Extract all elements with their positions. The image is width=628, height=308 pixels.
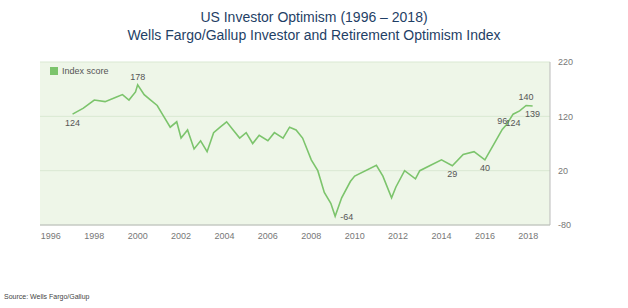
svg-text:220: 220 (558, 57, 573, 67)
svg-text:2010: 2010 (345, 231, 365, 241)
svg-text:2002: 2002 (171, 231, 191, 241)
svg-text:2014: 2014 (431, 231, 451, 241)
svg-text:2018: 2018 (518, 231, 538, 241)
svg-text:2012: 2012 (388, 231, 408, 241)
svg-text:40: 40 (480, 163, 490, 173)
html-text:Wells Fargo/Gallup Investor an: Wells Fargo/Gallup Investor and Retireme… (127, 27, 501, 43)
svg-text:-64: -64 (340, 212, 353, 222)
html-text:Index score: Index score (62, 66, 109, 76)
html-text:US Investor Optimism (1996 – 2: US Investor Optimism (1996 – 2018) (200, 9, 428, 25)
svg-text:2004: 2004 (214, 231, 234, 241)
svg-text:140: 140 (519, 92, 534, 102)
svg-text:29: 29 (447, 169, 457, 179)
svg-text:2016: 2016 (475, 231, 495, 241)
svg-text:124: 124 (65, 118, 80, 128)
svg-text:2000: 2000 (128, 231, 148, 241)
svg-text:1998: 1998 (84, 231, 104, 241)
svg-text:178: 178 (130, 72, 145, 82)
html-text:Source: Wells Fargo/Gallup: Source: Wells Fargo/Gallup (4, 293, 90, 300)
svg-text:124: 124 (506, 118, 521, 128)
svg-text:139: 139 (525, 109, 540, 119)
svg-text:96: 96 (497, 116, 508, 127)
svg-text:-80: -80 (558, 220, 571, 230)
svg-text:2008: 2008 (301, 231, 321, 241)
svg-text:2006: 2006 (258, 231, 278, 241)
svg-text:20: 20 (558, 166, 568, 176)
svg-text:1996: 1996 (41, 231, 61, 241)
svg-text:120: 120 (558, 112, 573, 122)
